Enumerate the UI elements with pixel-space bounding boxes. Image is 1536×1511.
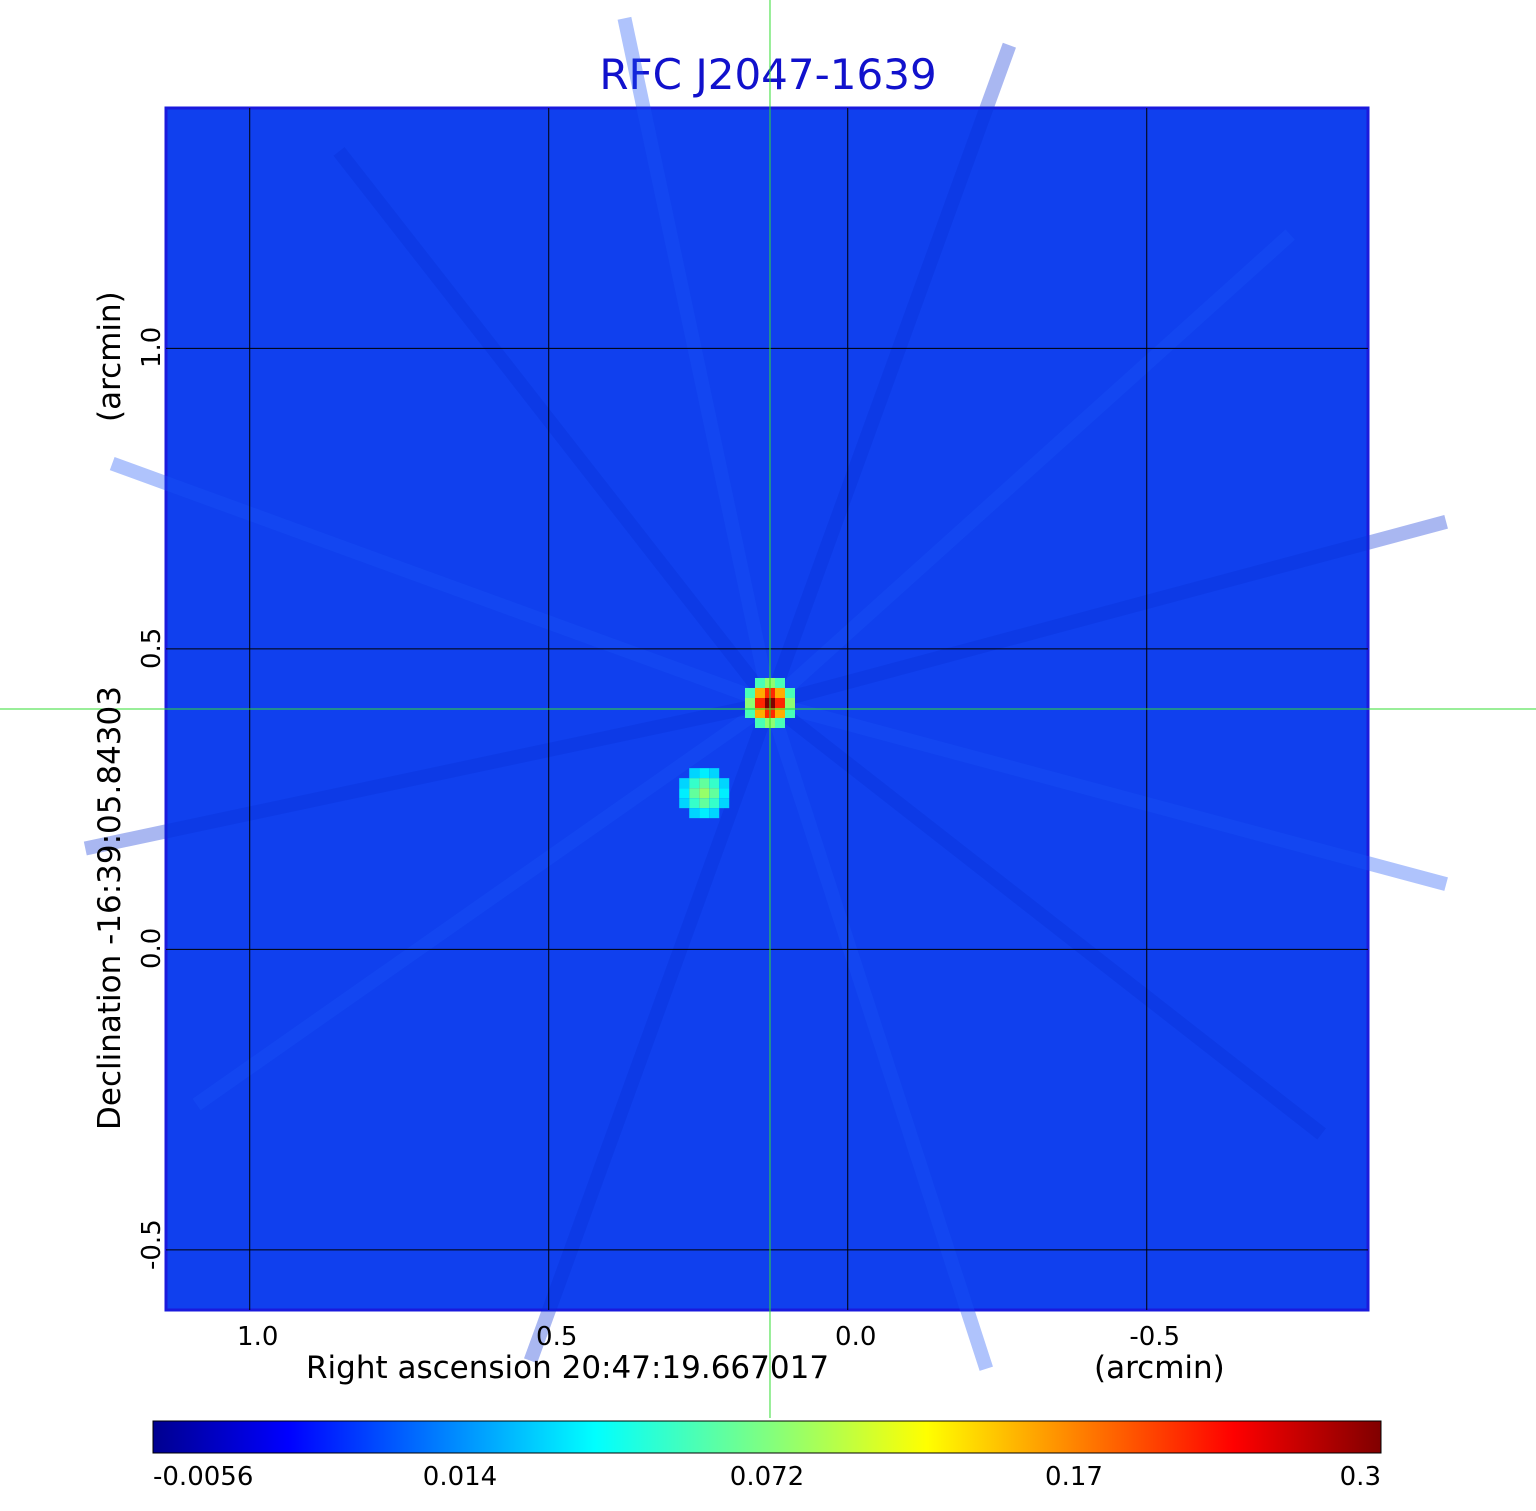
source-pixel	[719, 788, 730, 799]
source-pixel	[744, 697, 755, 708]
colorbar-tick-label: -0.0056	[153, 1462, 254, 1492]
source-pixel	[709, 788, 720, 799]
source-pixel	[774, 697, 785, 708]
y-tick-label: -0.5	[137, 1219, 167, 1270]
source-pixel	[709, 808, 720, 819]
colorbar-tick-label: 0.3	[1339, 1462, 1381, 1492]
source-pixel	[784, 687, 795, 698]
x-tick-label: -0.5	[1129, 1322, 1181, 1352]
source-pixel	[689, 788, 700, 799]
colorbar	[152, 1420, 1382, 1454]
source-pixel	[774, 717, 785, 728]
source-pixel	[744, 687, 755, 698]
source-pixel	[699, 788, 710, 799]
source-pixel	[744, 707, 755, 718]
y-axis-unit: (arcmin)	[92, 291, 128, 422]
source-pixel	[709, 798, 720, 809]
source-pixel	[754, 697, 765, 708]
crosshair	[0, 0, 1536, 1418]
noise-streak	[763, 42, 1016, 706]
source-pixel	[754, 677, 765, 688]
noise-streak	[765, 697, 1326, 1140]
source-pixel	[679, 788, 690, 799]
source-pixel	[784, 697, 795, 708]
noise-streak	[768, 515, 1448, 710]
source-pixel	[754, 717, 765, 728]
source-pixel	[699, 798, 710, 809]
noise-streak	[523, 700, 777, 1364]
source-pixel	[784, 707, 795, 718]
noise-streak	[109, 456, 773, 710]
source-pixel	[754, 707, 765, 718]
x-axis-label: Right ascension 20:47:19.667017	[306, 1350, 830, 1386]
x-tick-label: 0.5	[536, 1322, 578, 1352]
source-pixel	[699, 778, 710, 789]
source-pixel	[719, 778, 730, 789]
x-tick-label: 1.0	[237, 1322, 279, 1352]
y-tick-label: 0.0	[137, 928, 167, 970]
source-pixel	[699, 768, 710, 779]
chart-title: RFC J2047-1639	[599, 50, 937, 99]
noise-streak	[768, 696, 1448, 891]
colorbar-tick-label: 0.17	[1045, 1462, 1103, 1492]
y-tick-label: 0.5	[137, 627, 167, 669]
source-pixel	[719, 798, 730, 809]
source-pixel	[754, 687, 765, 698]
noise-streak	[333, 147, 776, 708]
source-pixel	[774, 687, 785, 698]
source-pixel	[774, 677, 785, 688]
source-pixel	[679, 778, 690, 789]
source-pixel	[689, 768, 700, 779]
noise-streak	[192, 697, 775, 1111]
noise-streak	[765, 229, 1295, 709]
noise-streak	[83, 696, 772, 856]
x-axis-unit: (arcmin)	[1094, 1350, 1225, 1386]
source-pixel	[679, 798, 690, 809]
source-pixel	[709, 768, 720, 779]
colorbar-tick-label: 0.072	[729, 1462, 805, 1492]
x-tick-label: 0.0	[835, 1322, 877, 1352]
source-pixel	[699, 808, 710, 819]
source-pixel	[709, 778, 720, 789]
noise-streak	[763, 700, 993, 1371]
source-pixel	[689, 778, 700, 789]
noise-streaks	[83, 16, 1448, 1371]
source-pixel	[689, 798, 700, 809]
source-pixel	[689, 808, 700, 819]
noise-streak	[617, 16, 777, 705]
colorbar-tick-label: 0.014	[422, 1462, 498, 1492]
source-pixel	[774, 707, 785, 718]
y-axis-label: Declination -16:39:05.84303	[92, 686, 128, 1130]
y-tick-label: 1.0	[137, 327, 167, 369]
